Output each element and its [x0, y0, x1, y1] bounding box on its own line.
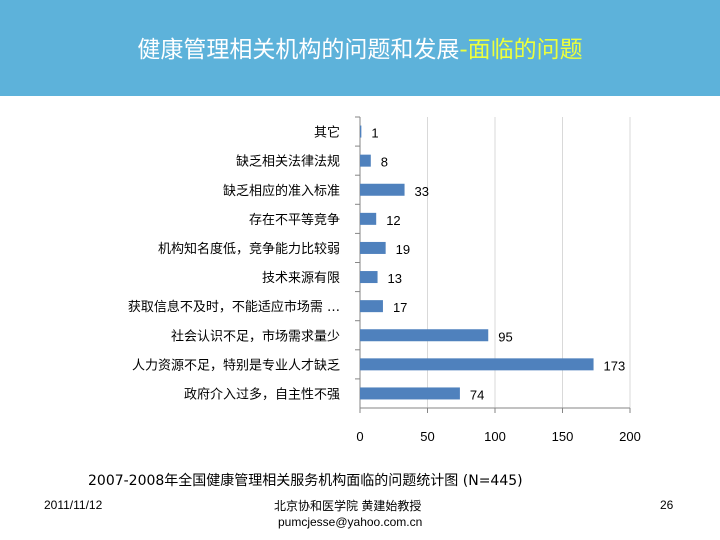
- bar: [360, 271, 378, 284]
- category-label: 存在不平等竞争: [249, 212, 340, 228]
- category-label: 获取信息不及时，不能适应市场需 …: [128, 299, 340, 315]
- data-label: 12: [386, 213, 400, 228]
- bar: [360, 358, 594, 371]
- bar: [360, 241, 386, 254]
- title-separator: -: [459, 37, 468, 63]
- data-label: 95: [498, 329, 512, 344]
- category-label: 人力资源不足，特别是专业人才缺乏: [132, 358, 340, 373]
- title-banner: 健康管理相关机构的问题和发展-面临的问题: [0, 0, 720, 96]
- bar: [360, 154, 371, 167]
- category-label: 其它: [314, 125, 340, 141]
- data-label: 74: [470, 387, 484, 402]
- category-label: 缺乏相关法律法规: [236, 155, 340, 170]
- data-label: 19: [396, 242, 410, 257]
- page-number: 26: [660, 498, 674, 512]
- footer-author: 北京协和医学院 黄建始教授: [274, 499, 422, 513]
- footer-date: 2011/11/12: [44, 498, 103, 512]
- bar: [360, 300, 383, 313]
- title-main: 健康管理相关机构的问题和发展: [137, 37, 460, 63]
- data-label: 1: [371, 126, 378, 141]
- category-label: 技术来源有限: [262, 271, 340, 286]
- footer-email: pumcjesse@yahoo.com.cn: [278, 515, 423, 529]
- data-label: 173: [604, 358, 626, 373]
- chart-caption: 2007-2008年全国健康管理相关服务机构面临的问题统计图 (N=445): [88, 473, 523, 489]
- x-tick-label: 200: [619, 429, 641, 444]
- x-tick-label: 0: [356, 429, 363, 444]
- data-label: 8: [381, 155, 388, 170]
- data-label: 33: [415, 184, 429, 199]
- category-label: 政府介入过多，自主性不强: [184, 386, 340, 402]
- category-label: 缺乏相应的准入标准: [223, 183, 340, 199]
- data-label: 17: [393, 300, 407, 315]
- title-highlight: 面临的问题: [467, 37, 583, 63]
- x-tick-label: 100: [484, 429, 506, 444]
- slide-title: 健康管理相关机构的问题和发展-面临的问题: [0, 30, 720, 64]
- category-label: 机构知名度低，竞争能力比较弱: [158, 241, 340, 257]
- category-label: 社会认识不足，市场需求量少: [171, 328, 340, 344]
- data-label: 13: [388, 271, 402, 286]
- x-tick-label: 50: [420, 429, 434, 444]
- bar: [360, 387, 460, 400]
- bar: [360, 125, 362, 138]
- bar-chart: 0 50 100 150 200 其它 1 缺乏相关法律法规 8 缺乏相应的准入标准 33 存在不平等…: [128, 116, 641, 444]
- bar: [360, 329, 489, 342]
- bar: [360, 183, 405, 196]
- bar: [360, 212, 377, 225]
- x-tick-label: 150: [552, 429, 574, 444]
